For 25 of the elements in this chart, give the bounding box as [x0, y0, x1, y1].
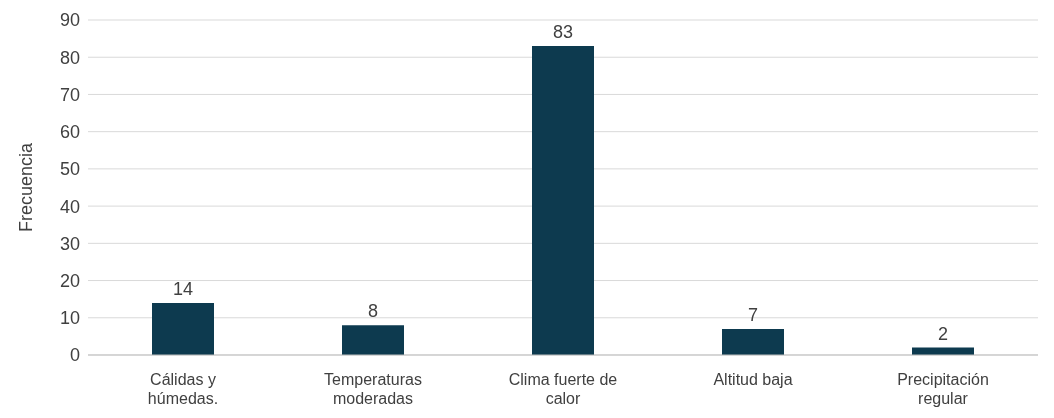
y-tick-label: 90: [59, 10, 80, 31]
x-tick-label: Cálidas y húmedas.: [147, 371, 219, 407]
y-tick-label: 30: [59, 233, 80, 254]
data-label: 14: [172, 278, 194, 299]
y-tick-label: 50: [59, 159, 80, 180]
y-tick-label: 60: [59, 122, 80, 143]
y-tick-label: 10: [59, 308, 80, 329]
bar: [532, 46, 594, 355]
x-tick-label: Clima fuerte de calor: [508, 371, 618, 407]
bar: [342, 325, 404, 355]
x-tick-label: Precipitación regular: [897, 371, 989, 407]
bar: [152, 302, 214, 355]
y-tick-label: 40: [59, 196, 80, 217]
data-label: 8: [367, 301, 379, 322]
data-label: 7: [747, 304, 759, 325]
y-axis-title: Frecuencia: [16, 141, 37, 233]
y-tick-label: 80: [59, 47, 80, 68]
y-tick-label: 0: [69, 345, 80, 366]
data-label: 83: [552, 22, 574, 43]
x-tick-label: Altitud baja: [713, 371, 793, 389]
y-tick-label: 20: [59, 270, 80, 291]
bar: [722, 328, 784, 355]
x-tick-label: Temperaturas moderadas: [324, 371, 422, 407]
data-label: 2: [937, 323, 949, 344]
y-tick-label: 70: [59, 84, 80, 105]
